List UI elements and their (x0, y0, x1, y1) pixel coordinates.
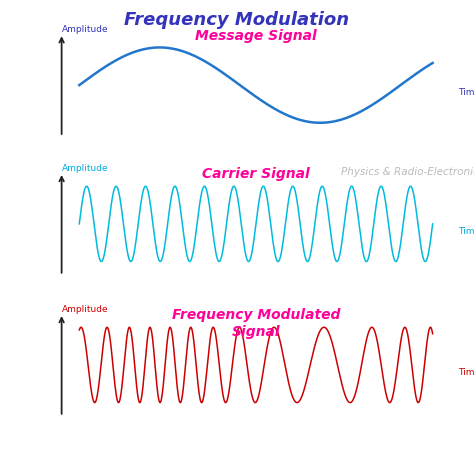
Text: Message Signal: Message Signal (195, 29, 317, 42)
Text: Frequency Modulated
Signal: Frequency Modulated Signal (172, 308, 340, 339)
Text: Amplitude: Amplitude (62, 25, 108, 34)
Text: Carrier Signal: Carrier Signal (202, 167, 310, 181)
Text: Time: Time (458, 88, 474, 97)
Text: Amplitude: Amplitude (62, 305, 108, 314)
Text: Frequency Modulation: Frequency Modulation (125, 11, 349, 30)
Text: Amplitude: Amplitude (62, 164, 108, 173)
Text: Time: Time (458, 368, 474, 377)
Text: Physics & Radio-Electronics: Physics & Radio-Electronics (341, 167, 474, 177)
Text: Time: Time (458, 227, 474, 236)
